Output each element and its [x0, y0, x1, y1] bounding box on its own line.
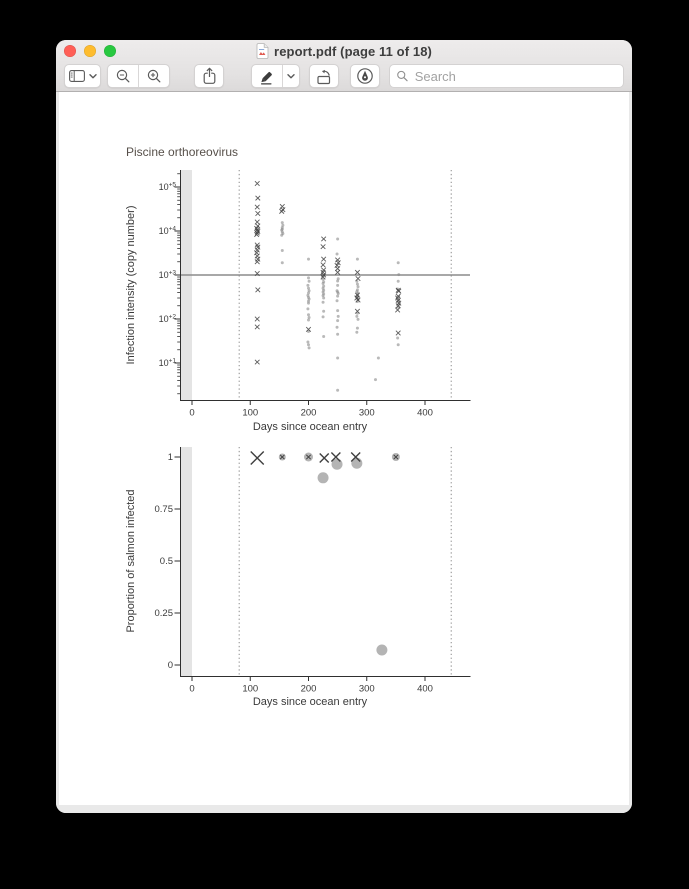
svg-text:10+3: 10+3: [159, 270, 177, 281]
chevron-down-icon: [287, 73, 295, 78]
traffic-lights: [64, 45, 116, 57]
window-title: report.pdf (page 11 of 18): [274, 43, 432, 59]
svg-text:0: 0: [189, 408, 194, 419]
y-axis-label: Proportion of salmon infected: [125, 489, 137, 632]
svg-text:100: 100: [242, 684, 258, 695]
y-axis: 0 0.25 0.5 0.75 1: [155, 447, 181, 677]
svg-text:200: 200: [301, 684, 317, 695]
svg-text:300: 300: [359, 408, 375, 419]
svg-text:300: 300: [359, 684, 375, 695]
sidebar-toggle-button[interactable]: [64, 64, 101, 88]
svg-text:1: 1: [168, 452, 173, 463]
dotted-reference-lines: [238, 170, 452, 401]
sidebar-icon: [68, 70, 85, 82]
rotate-left-button[interactable]: [309, 64, 339, 88]
svg-text:10+5: 10+5: [159, 182, 177, 193]
proportion-x-markers: [250, 451, 399, 466]
x-axis: 0 100 200 300 400 Days since ocean entry: [180, 400, 471, 433]
highlight-button[interactable]: [252, 65, 282, 87]
window-chrome: report.pdf (page 11 of 18): [56, 40, 632, 92]
chevron-down-icon: [88, 73, 97, 78]
close-button[interactable]: [64, 45, 76, 57]
zoom-out-icon: [116, 69, 129, 82]
divider: [138, 65, 139, 87]
proportion-circles: [278, 452, 400, 656]
title-group: report.pdf (page 11 of 18): [56, 40, 632, 62]
minimize-button[interactable]: [84, 45, 96, 57]
pdf-file-icon: [256, 43, 269, 59]
markup-pen-icon: [357, 68, 373, 84]
x-axis: 0 100 200 300 400 Days since ocean entry: [180, 676, 471, 708]
divider: [282, 65, 283, 87]
svg-text:0.25: 0.25: [155, 608, 174, 619]
dotted-reference-lines: [238, 447, 452, 677]
share-button[interactable]: [194, 64, 224, 88]
pre-ocean-entry-band: [180, 170, 192, 401]
svg-text:200: 200: [301, 408, 317, 419]
infection-intensity-chart: 10+1 10+2 10+3 10+4 10+5 0 100 200 300 400 Days si…: [125, 170, 471, 433]
pdf-page: Piscine orthoreovirus 10+1 10+2 10+3 10+4 10…: [59, 92, 629, 805]
zoom-window-button[interactable]: [104, 45, 116, 57]
zoom-in-icon: [147, 69, 160, 82]
markup-toolbar-button[interactable]: [350, 64, 380, 88]
svg-text:10+4: 10+4: [159, 226, 177, 237]
search-field[interactable]: [389, 64, 624, 88]
svg-text:0.75: 0.75: [155, 504, 174, 515]
search-icon: [397, 70, 408, 82]
svg-text:10+1: 10+1: [159, 358, 177, 369]
zoom-out-button[interactable]: [108, 65, 138, 87]
highlight-dropdown-button[interactable]: [283, 65, 299, 87]
zoom-in-button[interactable]: [139, 65, 169, 87]
y-axis-label: Infection intensity (copy number): [125, 206, 137, 365]
zoom-button-group: [107, 64, 170, 88]
svg-text:0: 0: [168, 660, 173, 671]
rotate-left-icon: [317, 69, 331, 84]
svg-text:0.5: 0.5: [160, 556, 173, 567]
svg-text:0: 0: [189, 684, 194, 695]
share-icon: [203, 67, 215, 84]
plot-title: Piscine orthoreovirus: [126, 145, 239, 159]
svg-text:Proportion of salmon infected: Proportion of salmon infected: [125, 489, 137, 632]
series-low-intensity-dot: [280, 221, 401, 392]
series-x-marker: [254, 180, 402, 365]
content-area: Piscine orthoreovirus 10+1 10+2 10+3 10+4 10…: [56, 92, 632, 813]
svg-text:Infection intensity (copy numb: Infection intensity (copy number): [125, 206, 137, 365]
proportion-infected-chart: 0 0.25 0.5 0.75 1 0 100 200 300 400 Days since oce…: [125, 447, 471, 708]
highlight-button-group: [251, 64, 300, 88]
highlighter-icon: [261, 71, 272, 84]
svg-text:400: 400: [417, 684, 433, 695]
svg-text:400: 400: [417, 408, 433, 419]
pre-ocean-entry-band: [180, 447, 192, 677]
y-axis: 10+1 10+2 10+3 10+4 10+5: [159, 170, 181, 401]
svg-text:10+2: 10+2: [159, 314, 177, 325]
preview-window: report.pdf (page 11 of 18): [56, 40, 632, 813]
window-titlebar: report.pdf (page 11 of 18): [56, 40, 632, 62]
search-input[interactable]: [412, 67, 617, 85]
svg-text:Days since ocean entry: Days since ocean entry: [253, 696, 368, 708]
svg-text:Days since ocean entry: Days since ocean entry: [253, 421, 368, 433]
svg-text:100: 100: [242, 408, 258, 419]
window-toolbar: [56, 62, 632, 91]
